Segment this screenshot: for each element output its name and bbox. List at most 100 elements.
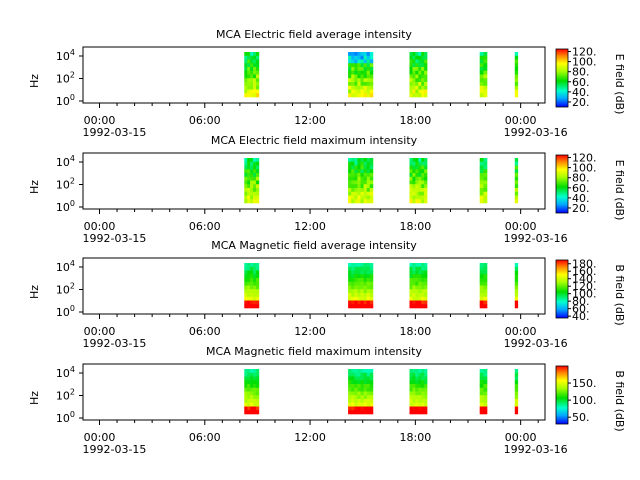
heatmap-cell — [424, 78, 428, 83]
heatmap-cell — [363, 391, 368, 396]
heatmap-cell — [357, 78, 361, 83]
heatmap-cell — [351, 78, 355, 83]
panel: MCA Electric field average intensity 100 1… — [28, 28, 626, 139]
heatmap-cell — [255, 52, 260, 57]
heatmap-cell — [360, 270, 364, 275]
heatmap-cell — [357, 395, 361, 400]
heatmap-cell — [247, 67, 251, 72]
heatmap-cell — [409, 274, 413, 279]
heatmap-cell — [421, 180, 425, 185]
heatmap-cell — [366, 380, 371, 385]
heatmap-cell — [421, 402, 425, 407]
heatmap-cell — [409, 176, 413, 181]
heatmap-cell — [424, 173, 428, 178]
heatmap-cell — [357, 82, 361, 87]
heatmap-cell — [412, 89, 416, 94]
data-interval-block — [244, 263, 260, 309]
heatmap-cell — [360, 376, 364, 381]
heatmap-cell — [250, 274, 254, 279]
heatmap-cell — [483, 199, 488, 204]
heatmap-cell — [421, 376, 425, 381]
heatmap-cell — [247, 59, 251, 64]
heatmap-cell — [247, 402, 251, 407]
colorbar — [555, 365, 569, 425]
heatmap-cell — [415, 387, 419, 392]
heatmap-cell — [360, 402, 364, 407]
heatmap-cell — [421, 289, 425, 294]
heatmap-cell — [360, 52, 364, 57]
heatmap-cell — [409, 263, 413, 268]
heatmap-cell — [357, 74, 361, 79]
heatmap-cell — [354, 70, 358, 75]
heatmap-cell — [369, 176, 374, 181]
heatmap-cell — [514, 391, 519, 396]
heatmap-cell — [418, 304, 422, 309]
x-tick-label: 06:00 — [189, 325, 221, 338]
heatmap-cell — [247, 395, 251, 400]
heatmap-cell — [360, 180, 364, 185]
heatmap-cell — [369, 384, 374, 389]
heatmap-cell — [418, 263, 422, 268]
heatmap-cell — [348, 274, 352, 279]
heatmap-cell — [351, 376, 355, 381]
heatmap-cell — [253, 74, 257, 79]
heatmap-cell — [351, 199, 355, 204]
heatmap-cell — [369, 63, 374, 68]
heatmap-cell — [479, 191, 484, 196]
heatmap-cell — [354, 52, 358, 57]
heatmap-cell — [357, 380, 361, 385]
heatmap-cell — [253, 67, 257, 72]
x-date-label: 1992-03-15 — [83, 126, 147, 139]
heatmap-cell — [415, 410, 419, 415]
heatmap-cell — [412, 180, 416, 185]
heatmap-cell — [418, 191, 422, 196]
heatmap-cell — [250, 406, 254, 411]
heatmap-cell — [363, 289, 368, 294]
heatmap-cell — [418, 173, 422, 178]
heatmap-cell — [366, 289, 371, 294]
heatmap-cell — [250, 173, 254, 178]
heatmap-cell — [250, 285, 254, 290]
colorbar-tick-label: 100. — [572, 288, 597, 301]
heatmap-cell — [360, 266, 364, 271]
heatmap-cell — [514, 274, 519, 279]
heatmap-cell — [253, 300, 257, 305]
heatmap-cell — [369, 263, 374, 268]
heatmap-cell — [514, 406, 519, 411]
heatmap-cell — [479, 278, 484, 283]
heatmap-cell — [363, 93, 368, 98]
heatmap-cell — [357, 376, 361, 381]
heatmap-cell — [250, 191, 254, 196]
heatmap-cell — [255, 191, 260, 196]
heatmap-cell — [418, 376, 422, 381]
heatmap-cell — [483, 278, 488, 283]
heatmap-cell — [514, 74, 519, 79]
heatmap-cell — [363, 387, 368, 392]
heatmap-cell — [360, 93, 364, 98]
heatmap-cell — [351, 410, 355, 415]
heatmap-cell — [348, 78, 352, 83]
heatmap-cell — [360, 278, 364, 283]
heatmap-cell — [253, 380, 257, 385]
heatmap-cell — [412, 289, 416, 294]
heatmap-cell — [244, 369, 248, 374]
heatmap-cell — [409, 78, 413, 83]
heatmap-cell — [418, 395, 422, 400]
heatmap-cell — [369, 70, 374, 75]
heatmap-cell — [357, 184, 361, 189]
heatmap-cell — [255, 369, 260, 374]
heatmap-cell — [363, 158, 368, 163]
heatmap-cell — [418, 82, 422, 87]
heatmap-cell — [348, 89, 352, 94]
heatmap-cell — [421, 55, 425, 60]
heatmap-cell — [363, 406, 368, 411]
heatmap-cell — [514, 85, 519, 90]
heatmap-cell — [247, 52, 251, 57]
heatmap-cell — [363, 296, 368, 301]
heatmap-cell — [369, 188, 374, 193]
heatmap-cell — [351, 304, 355, 309]
heatmap-cell — [412, 176, 416, 181]
heatmap-cell — [250, 199, 254, 204]
heatmap-cell — [250, 180, 254, 185]
heatmap-cell — [421, 176, 425, 181]
